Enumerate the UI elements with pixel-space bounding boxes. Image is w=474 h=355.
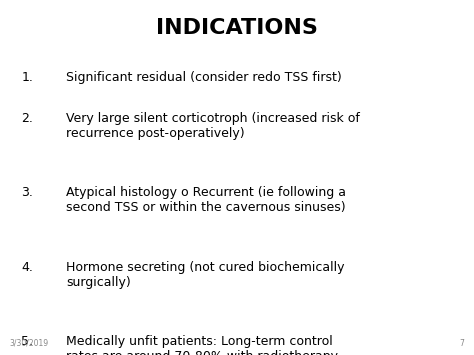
- Text: 7: 7: [460, 339, 465, 348]
- Text: 3/30/2019: 3/30/2019: [9, 339, 49, 348]
- Text: 1.: 1.: [21, 71, 33, 84]
- Text: Atypical histology o Recurrent (ie following a
second TSS or within the cavernou: Atypical histology o Recurrent (ie follo…: [66, 186, 346, 214]
- Text: Medically unfit patients: Long-term control
rates are around 70-80% with radioth: Medically unfit patients: Long-term cont…: [66, 335, 338, 355]
- Text: Hormone secreting (not cured biochemically
surgically): Hormone secreting (not cured biochemical…: [66, 261, 345, 289]
- Text: 4.: 4.: [21, 261, 33, 274]
- Text: Significant residual (consider redo TSS first): Significant residual (consider redo TSS …: [66, 71, 342, 84]
- Text: INDICATIONS: INDICATIONS: [156, 18, 318, 38]
- Text: Very large silent corticotroph (increased risk of
recurrence post-operatively): Very large silent corticotroph (increase…: [66, 112, 360, 140]
- Text: 3.: 3.: [21, 186, 33, 200]
- Text: 5.: 5.: [21, 335, 33, 349]
- Text: 2.: 2.: [21, 112, 33, 125]
